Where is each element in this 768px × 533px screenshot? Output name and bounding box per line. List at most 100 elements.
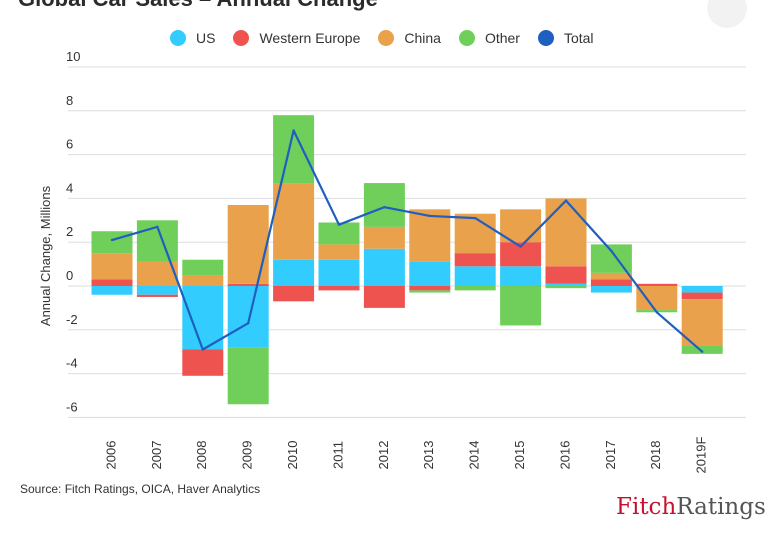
- bar-other: [409, 290, 451, 293]
- bar-western-europe: [91, 279, 133, 286]
- legend-item-other[interactable]: Other: [458, 30, 520, 46]
- x-tick-label: 2007: [149, 441, 164, 470]
- bar-western-europe: [273, 286, 315, 302]
- bar-other: [91, 231, 133, 254]
- bar-us: [91, 286, 133, 295]
- legend-item-total[interactable]: Total: [537, 30, 594, 46]
- total-point: [610, 249, 613, 253]
- chart-line: [110, 129, 704, 353]
- bar-us: [227, 286, 269, 348]
- y-tick-label: 4: [66, 180, 73, 195]
- y-tick-label: 2: [66, 224, 73, 239]
- total-line: [111, 129, 703, 353]
- x-tick-label: 2017: [603, 441, 618, 470]
- chart-plot: 10 8 6 4 2 0 -2 -4 -6 2006 2007 2008 2009 2010 2011 201…: [38, 49, 746, 474]
- bar-us: [136, 286, 178, 295]
- bar-us: [681, 286, 723, 293]
- bar-us: [590, 286, 632, 293]
- y-tick-label: -2: [66, 312, 78, 327]
- legend-dot-total: [537, 30, 554, 46]
- legend-item-western-europe[interactable]: Western Europe: [233, 30, 360, 46]
- bar-china: [454, 213, 496, 254]
- x-tick-label: 2016: [557, 441, 572, 470]
- bar-western-europe: [681, 292, 723, 300]
- total-point: [519, 245, 522, 248]
- bar-china: [182, 275, 224, 286]
- legend-dot-other: [458, 30, 475, 46]
- bar-china: [590, 272, 632, 280]
- chart-grid: [68, 66, 746, 418]
- legend-label-other: Other: [484, 30, 520, 46]
- bar-other: [318, 222, 360, 245]
- bar-us: [454, 266, 496, 286]
- bar-us: [409, 261, 451, 286]
- bar-us: [182, 286, 224, 350]
- legend-dot-us: [170, 30, 186, 46]
- fitch-ratings-logo: FitchRatings: [616, 494, 766, 520]
- bar-china: [681, 299, 723, 346]
- y-tick-label: 6: [66, 137, 73, 152]
- total-point: [655, 311, 658, 314]
- x-tick-label: 2013: [421, 441, 436, 470]
- legend-item-china[interactable]: China: [378, 30, 441, 46]
- y-tick-label: 0: [66, 268, 73, 283]
- bar-other: [681, 345, 723, 354]
- y-axis-label: Annual Change, Millions: [38, 185, 53, 326]
- bar-china: [545, 198, 587, 267]
- bar-western-europe: [227, 283, 269, 286]
- chart-legend: US Western Europe China Other Total: [170, 27, 612, 49]
- bar-us: [363, 248, 405, 286]
- legend-dot-china: [378, 30, 395, 46]
- bar-china: [91, 253, 133, 280]
- y-tick-label: -6: [66, 399, 78, 414]
- bar-western-europe: [454, 253, 496, 267]
- x-tick-label: 2009: [240, 441, 255, 470]
- bar-other: [500, 286, 542, 326]
- bar-china: [636, 286, 678, 311]
- x-tick-label: 2015: [512, 441, 527, 470]
- y-tick-label: -4: [66, 356, 78, 371]
- x-tick-label: 2006: [103, 441, 118, 470]
- bar-other: [273, 115, 315, 184]
- bar-western-europe: [318, 286, 360, 291]
- total-point: [247, 322, 250, 325]
- bar-western-europe: [590, 279, 632, 286]
- bar-us: [545, 283, 587, 286]
- legend-label-us: US: [196, 30, 216, 46]
- bar-western-europe: [136, 294, 178, 297]
- total-point: [474, 216, 477, 220]
- bar-western-europe: [636, 283, 678, 286]
- bar-other: [227, 347, 269, 405]
- total-point: [701, 350, 704, 353]
- bar-china: [273, 183, 315, 260]
- x-tick-label: 2018: [648, 441, 663, 470]
- x-tick-label: 2008: [194, 441, 209, 470]
- total-point: [383, 205, 386, 209]
- legend-label-western-europe: Western Europe: [259, 30, 361, 46]
- brand-part-1: Fitch: [616, 494, 677, 520]
- total-point: [337, 223, 341, 226]
- x-tick-label: 2014: [467, 441, 482, 470]
- bar-western-europe: [545, 266, 587, 284]
- bar-china: [318, 244, 360, 260]
- legend-label-total: Total: [563, 30, 594, 46]
- legend-item-us[interactable]: US: [170, 30, 215, 46]
- bar-china: [227, 204, 269, 284]
- bar-western-europe: [409, 286, 451, 291]
- source-note: Source: Fitch Ratings, OICA, Haver Analy…: [20, 482, 261, 496]
- total-point: [428, 214, 431, 218]
- bar-china: [363, 226, 405, 249]
- x-tick-label: 2010: [285, 441, 300, 470]
- total-point: [110, 238, 114, 242]
- total-point: [292, 129, 295, 132]
- bar-other: [545, 286, 587, 289]
- brand-part-2: Ratings: [676, 494, 766, 520]
- bar-china: [409, 209, 451, 262]
- x-tick-label: 2012: [376, 441, 391, 470]
- total-point: [201, 348, 204, 351]
- x-tick-label: 2019F: [694, 437, 709, 474]
- bar-us: [273, 259, 315, 286]
- chart-bars: [91, 115, 723, 405]
- bar-other: [182, 259, 224, 276]
- bar-us: [318, 259, 360, 286]
